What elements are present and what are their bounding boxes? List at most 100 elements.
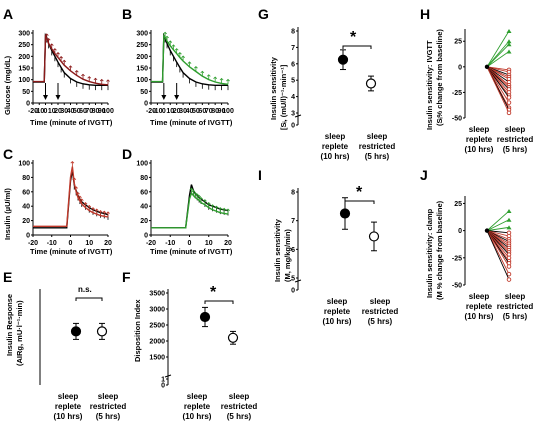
svg-text:(Sᵢ% change from baseline): (Sᵢ% change from baseline) <box>435 29 444 126</box>
group-label-restricted: restricted <box>221 402 258 411</box>
group-label-replete: (10 hrs) <box>54 412 83 421</box>
y-tick-label: 0 <box>144 233 148 240</box>
point-restricted <box>365 78 377 89</box>
group-label-replete: sleep <box>327 297 348 306</box>
panel-label-b: B <box>122 6 132 22</box>
y-tick-label: 0 <box>26 233 30 240</box>
ylabel-a: Glucose (mg/dL) <box>3 55 12 115</box>
group-label-replete: replete <box>466 302 493 311</box>
error-cap <box>189 187 194 191</box>
error-cap <box>62 59 67 63</box>
panel-label-i: I <box>258 167 262 183</box>
x-tick-label: 70 <box>85 108 93 115</box>
panel-label-c: C <box>3 146 13 162</box>
change-line <box>486 210 510 231</box>
y-tick-label: 40 <box>22 204 30 211</box>
y-tick-label: 25 <box>454 39 462 46</box>
y-tick-label: 0 <box>26 101 30 108</box>
panel-label-f: F <box>122 269 131 285</box>
baseline-point <box>484 228 490 233</box>
error-cap <box>106 79 110 82</box>
x-tick-label: 10 <box>205 240 213 247</box>
y-tick-label: 0 <box>291 288 295 295</box>
y-tick-label: 50 <box>22 89 30 96</box>
group-label-replete: (10 hrs) <box>323 317 352 326</box>
y-tick-label: 5 <box>291 78 295 85</box>
annotation-g: * <box>350 29 357 46</box>
x-tick-label: 60 <box>79 108 87 115</box>
x-tick-label: 40 <box>67 108 75 115</box>
group-label-replete: (10 hrs) <box>465 312 494 321</box>
error-cap <box>219 77 224 81</box>
change-line <box>486 30 510 68</box>
change-marker <box>506 39 512 44</box>
point-replete <box>70 326 82 337</box>
arrow-head <box>161 95 167 100</box>
error-cap <box>70 160 75 164</box>
x-tick-label: 10 <box>85 240 93 247</box>
point-restricted <box>227 332 239 343</box>
error-cap <box>197 194 202 198</box>
error-cap <box>74 186 79 189</box>
change-marker <box>506 100 512 105</box>
error-cap <box>213 76 218 79</box>
group-label-restricted: restricted <box>497 302 534 311</box>
group-label-restricted: sleep <box>229 392 250 401</box>
group-label-restricted: (5 hrs) <box>96 412 121 421</box>
y-tick-label: 80 <box>140 175 148 182</box>
arrow-head <box>43 95 48 100</box>
ylabel-h: Insulin sensitivity: IVGTT (Sᵢ% change f… <box>425 29 444 130</box>
point-replete <box>339 208 351 219</box>
group-label-replete: replete <box>184 402 211 411</box>
y-tick-label: 0 <box>458 228 462 235</box>
group-label-replete: (10 hrs) <box>321 152 350 161</box>
svg-text:Insulin sensitivity: Insulin sensitivity <box>273 218 282 282</box>
ylabel-j: Insulin sensitivity: clamp (M % change f… <box>425 200 444 300</box>
error-cap <box>206 202 211 205</box>
significance-bracket <box>75 297 103 301</box>
x-tick-label: 0 <box>188 240 192 247</box>
change-marker <box>506 271 512 277</box>
error-cap <box>199 196 203 200</box>
group-label-restricted: restricted <box>362 307 399 316</box>
y-tick-label: -25 <box>452 90 462 97</box>
error-cap <box>181 55 185 58</box>
y-tick-label: 150 <box>136 66 148 73</box>
y-tick-label: 150 <box>18 66 30 73</box>
change-line <box>486 66 510 73</box>
y-tick-label: 250 <box>18 42 30 49</box>
y-tick-label: 6 <box>291 61 295 68</box>
panel-label-j: J <box>420 167 428 183</box>
error-cap <box>226 208 230 211</box>
y-tick-label: 0 <box>161 383 165 390</box>
group-label-restricted: restricted <box>359 142 396 151</box>
error-cap <box>56 52 60 55</box>
y-tick-label: 300 <box>136 31 148 38</box>
y-tick-label: 300 <box>18 31 30 38</box>
x-tick-label: 90 <box>98 108 106 115</box>
group-label-restricted: sleep <box>367 132 388 141</box>
y-tick-label: -25 <box>452 255 462 262</box>
group-label-replete: sleep <box>469 292 490 301</box>
arrow-head <box>55 95 61 100</box>
error-cap <box>87 204 92 208</box>
y-tick-label: 0 <box>144 101 148 108</box>
x-tick-label: -10 <box>47 240 57 247</box>
significance-bracket <box>344 200 375 204</box>
y-tick-label: 80 <box>22 175 30 182</box>
annotation-e: n.s. <box>78 285 92 294</box>
x-tick-label: 90 <box>218 108 226 115</box>
point-replete <box>337 54 349 65</box>
x-tick-label: 100 <box>222 108 234 115</box>
series-line-1 <box>151 191 229 229</box>
significance-bracket <box>342 45 372 49</box>
y-tick-label: 1500 <box>149 355 165 362</box>
y-tick-label: 40 <box>140 204 148 211</box>
error-cap <box>93 77 98 81</box>
error-cap <box>214 205 219 209</box>
error-cap <box>194 66 198 69</box>
